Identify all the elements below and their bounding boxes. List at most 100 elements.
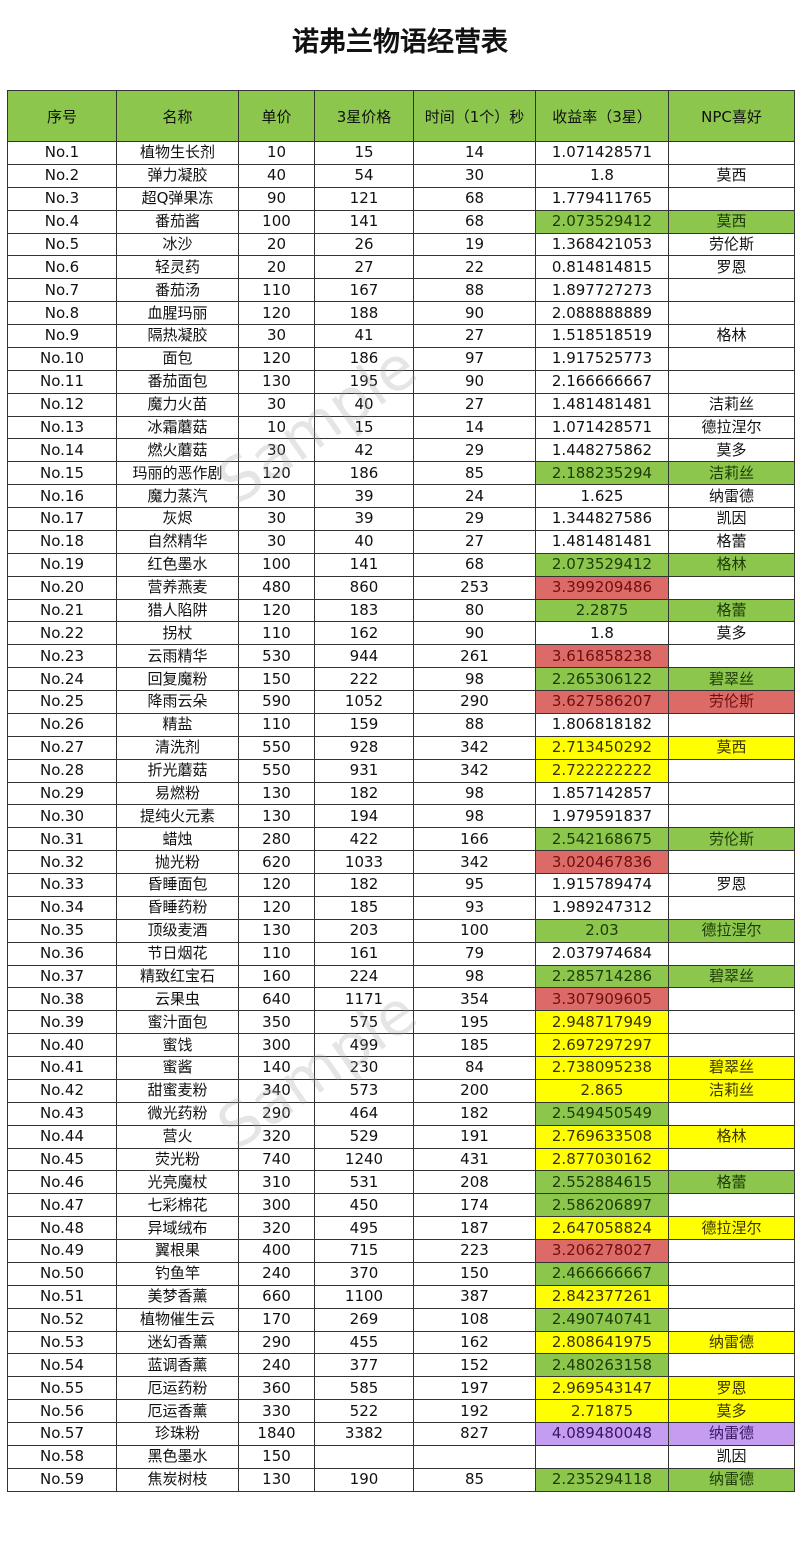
- cell-name: 厄运药粉: [116, 1376, 239, 1401]
- cell-npc: 洁莉丝: [668, 461, 795, 486]
- cell-3star-price: 585: [314, 1376, 414, 1401]
- cell-yield: 2.235294118: [535, 1467, 669, 1492]
- cell-id: No.23: [7, 644, 117, 669]
- cell-time: 68: [413, 209, 536, 234]
- cell-yield: 2.71875: [535, 1399, 669, 1423]
- cell-id: No.36: [7, 941, 117, 966]
- cell-name: 易燃粉: [116, 781, 239, 806]
- cell-id: No.46: [7, 1170, 117, 1195]
- cell-yield: 2.285714286: [535, 964, 669, 989]
- cell-name: 轻灵药: [116, 255, 239, 280]
- cell-name: 提纯火元素: [116, 804, 239, 829]
- cell-yield: 1.779411765: [535, 186, 669, 211]
- cell-yield: 2.490740741: [535, 1307, 669, 1332]
- cell-id: No.32: [7, 850, 117, 874]
- cell-npc: 罗恩: [668, 255, 795, 280]
- cell-price: 100: [238, 209, 315, 234]
- table-row: No.32 抛光粉 620 1033 342 3.020467836: [7, 850, 795, 874]
- cell-price: 550: [238, 735, 315, 760]
- cell-yield: 1.8: [535, 621, 669, 646]
- cell-yield: 2.647058824: [535, 1216, 669, 1240]
- cell-id: No.16: [7, 484, 117, 508]
- cell-price: 290: [238, 1101, 315, 1126]
- cell-price: 590: [238, 690, 315, 714]
- cell-npc: [668, 1010, 795, 1035]
- cell-time: 90: [413, 621, 536, 646]
- cell-time: 98: [413, 781, 536, 806]
- cell-yield: 3.627586207: [535, 690, 669, 714]
- cell-id: No.41: [7, 1056, 117, 1080]
- cell-time: 342: [413, 735, 536, 760]
- cell-3star-price: 3382: [314, 1422, 414, 1446]
- cell-time: 84: [413, 1056, 536, 1080]
- cell-id: No.9: [7, 324, 117, 348]
- cell-id: No.31: [7, 827, 117, 852]
- cell-id: No.6: [7, 255, 117, 280]
- table-row: No.33 昏睡面包 120 182 95 1.915789474 罗恩: [7, 873, 795, 897]
- cell-id: No.48: [7, 1216, 117, 1240]
- cell-npc: [668, 575, 795, 600]
- cell-id: No.3: [7, 186, 117, 211]
- cell-yield: 2.542168675: [535, 827, 669, 852]
- cell-time: 342: [413, 850, 536, 874]
- cell-yield: 1.481481481: [535, 529, 669, 554]
- table-row: No.55 厄运药粉 360 585 197 2.969543147 罗恩: [7, 1376, 795, 1401]
- cell-time: 185: [413, 1033, 536, 1057]
- cell-time: 166: [413, 827, 536, 852]
- cell-price: 150: [238, 667, 315, 691]
- cell-npc: [668, 1033, 795, 1057]
- cell-name: 面包: [116, 346, 239, 371]
- cell-npc: [668, 141, 795, 165]
- cell-yield: 2.586206897: [535, 1193, 669, 1218]
- cell-3star-price: 41: [314, 324, 414, 348]
- header-yield: 收益率（3星）: [535, 90, 669, 142]
- cell-id: No.14: [7, 438, 117, 463]
- cell-time: 827: [413, 1422, 536, 1446]
- cell-name: 精盐: [116, 712, 239, 737]
- cell-3star-price: [314, 1444, 414, 1469]
- cell-id: No.59: [7, 1467, 117, 1492]
- cell-price: 360: [238, 1376, 315, 1401]
- cell-yield: 1.989247312: [535, 895, 669, 920]
- cell-name: 魔力蒸汽: [116, 484, 239, 508]
- cell-price: 660: [238, 1284, 315, 1309]
- table-row: No.1 植物生长剂 10 15 14 1.071428571: [7, 141, 795, 165]
- cell-id: No.51: [7, 1284, 117, 1309]
- cell-name: 甜蜜麦粉: [116, 1078, 239, 1103]
- cell-name: 超Q弹果冻: [116, 186, 239, 211]
- cell-3star-price: 185: [314, 895, 414, 920]
- cell-name: 玛丽的恶作剧: [116, 461, 239, 486]
- cell-npc: [668, 1307, 795, 1332]
- cell-3star-price: 15: [314, 415, 414, 440]
- cell-3star-price: 715: [314, 1239, 414, 1263]
- cell-id: No.55: [7, 1376, 117, 1401]
- cell-id: No.2: [7, 163, 117, 188]
- cell-yield: 2.808641975: [535, 1330, 669, 1355]
- cell-name: 云雨精华: [116, 644, 239, 669]
- cell-id: No.49: [7, 1239, 117, 1263]
- cell-id: No.40: [7, 1033, 117, 1057]
- table-row: No.57 珍珠粉 1840 3382 827 4.089480048 纳雷德: [7, 1422, 795, 1446]
- table-row: No.52 植物催生云 170 269 108 2.490740741: [7, 1307, 795, 1332]
- cell-price: 320: [238, 1216, 315, 1240]
- table-row: No.6 轻灵药 20 27 22 0.814814815 罗恩: [7, 255, 795, 280]
- table-row: No.27 清洗剂 550 928 342 2.713450292 莫西: [7, 735, 795, 760]
- cell-time: 290: [413, 690, 536, 714]
- cell-3star-price: 39: [314, 507, 414, 531]
- cell-time: 431: [413, 1147, 536, 1172]
- table-row: No.39 蜜汁面包 350 575 195 2.948717949: [7, 1010, 795, 1035]
- cell-time: 29: [413, 438, 536, 463]
- cell-npc: 莫西: [668, 735, 795, 760]
- cell-yield: 1.8: [535, 163, 669, 188]
- table-row: No.10 面包 120 186 97 1.917525773: [7, 346, 795, 371]
- cell-price: 30: [238, 438, 315, 463]
- table-row: No.50 钓鱼竿 240 370 150 2.466666667: [7, 1261, 795, 1286]
- cell-name: 番茄面包: [116, 369, 239, 394]
- cell-name: 弹力凝胶: [116, 163, 239, 188]
- table-row: No.13 冰霜蘑菇 10 15 14 1.071428571 德拉涅尔: [7, 415, 795, 440]
- cell-price: 160: [238, 964, 315, 989]
- cell-3star-price: 194: [314, 804, 414, 829]
- cell-id: No.50: [7, 1261, 117, 1286]
- cell-time: 88: [413, 278, 536, 303]
- header-time: 时间（1个）秒: [413, 90, 536, 142]
